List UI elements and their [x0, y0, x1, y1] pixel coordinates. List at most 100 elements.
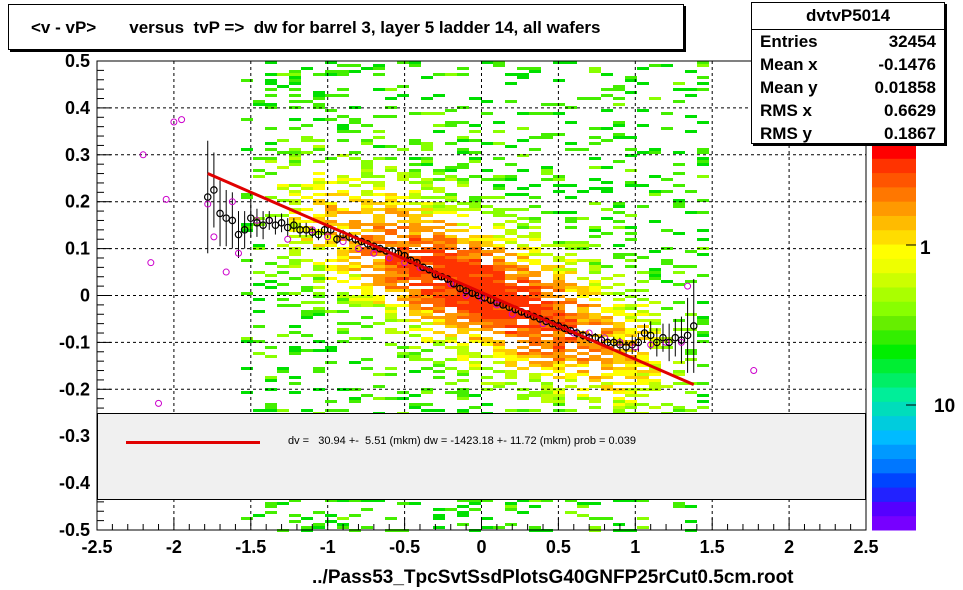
heat-cell [397, 214, 409, 217]
heat-cell [349, 295, 361, 298]
heat-cell [649, 328, 661, 331]
color-scale [872, 144, 916, 531]
heat-cell [385, 517, 397, 520]
heat-cell [325, 277, 337, 280]
heat-cell [457, 121, 469, 124]
heat-cell [529, 316, 541, 319]
heat-cell [337, 292, 349, 295]
heat-cell [469, 259, 481, 262]
heat-cell [577, 322, 589, 325]
heat-cell [289, 190, 301, 193]
heat-cell [409, 370, 421, 373]
x-tick-label: 1 [630, 537, 640, 557]
heat-cell [505, 508, 517, 511]
heat-cell [397, 352, 409, 355]
x-tick-label: 0.5 [546, 537, 571, 557]
heat-cell [337, 124, 349, 127]
heat-cell [481, 286, 493, 289]
heat-cell [301, 139, 313, 142]
color-scale-cell [872, 487, 916, 502]
heat-cell [613, 313, 625, 316]
heat-cell [265, 403, 277, 406]
heat-cell [661, 403, 673, 406]
heat-cell [433, 298, 445, 301]
heat-cell [349, 262, 361, 265]
heat-cell [493, 268, 505, 271]
heat-cell [649, 190, 661, 193]
open-point [253, 216, 261, 224]
heat-cell [493, 265, 505, 268]
heat-cell [589, 343, 601, 346]
heat-cell [325, 223, 337, 226]
heat-cell [397, 208, 409, 211]
heat-cell [433, 268, 445, 271]
profile-point [259, 221, 267, 229]
heat-cell [613, 133, 625, 136]
heat-cell [421, 292, 433, 295]
heat-cell [337, 253, 349, 256]
heat-cell [373, 193, 385, 196]
heat-cell [685, 505, 697, 508]
heat-cell [637, 379, 649, 382]
heat-cell [313, 511, 325, 514]
heat-cell [565, 364, 577, 367]
heat-cell [601, 358, 613, 361]
heat-cell [673, 373, 685, 376]
heat-cell [361, 190, 373, 193]
heat-cell [313, 280, 325, 283]
heat-cell [445, 295, 457, 298]
heat-cell [493, 343, 505, 346]
heat-cell [493, 283, 505, 286]
heat-cell [589, 517, 601, 520]
heat-cell [649, 277, 661, 280]
heat-cell [553, 361, 565, 364]
chart-title: <v - vP> versus tvP => dw for barrel 3, … [31, 18, 601, 37]
heat-cell [373, 214, 385, 217]
heat-cell [505, 214, 517, 217]
heat-cell [577, 346, 589, 349]
heat-cell [313, 214, 325, 217]
x-tick-label: -2 [166, 537, 182, 557]
heat-cell [613, 382, 625, 385]
heat-cell [337, 181, 349, 184]
heat-cell [625, 343, 637, 346]
heat-cell [397, 289, 409, 292]
heat-cell [265, 376, 277, 379]
heat-cell [517, 274, 529, 277]
heat-cell [589, 67, 601, 70]
heat-cell [361, 181, 373, 184]
heat-cell [505, 370, 517, 373]
heat-cell [529, 379, 541, 382]
heat-cell [421, 76, 433, 79]
heat-cell [445, 301, 457, 304]
heat-cell [529, 310, 541, 313]
heat-cell [601, 349, 613, 352]
heat-cell [565, 319, 577, 322]
heat-cell [313, 349, 325, 352]
heat-cell [553, 274, 565, 277]
heat-cell [241, 79, 253, 82]
heat-cell [397, 355, 409, 358]
heat-cell [457, 208, 469, 211]
heat-cell [661, 280, 673, 283]
heat-cell [337, 127, 349, 130]
heat-cell [517, 271, 529, 274]
heat-cell [445, 229, 457, 232]
heat-cell [301, 136, 313, 139]
heat-cell [373, 187, 385, 190]
heat-cell [397, 172, 409, 175]
heat-cell [289, 499, 301, 502]
heat-cell [373, 130, 385, 133]
heat-cell [421, 142, 433, 145]
heat-cell [673, 184, 685, 187]
heat-cell [517, 331, 529, 334]
heat-cell [409, 295, 421, 298]
heat-cell [529, 205, 541, 208]
heat-cell [673, 406, 685, 409]
heat-cell [313, 184, 325, 187]
heat-cell [325, 208, 337, 211]
heat-cell [565, 217, 577, 220]
heat-cell [529, 280, 541, 283]
heat-cell [517, 127, 529, 130]
heat-cell [409, 220, 421, 223]
